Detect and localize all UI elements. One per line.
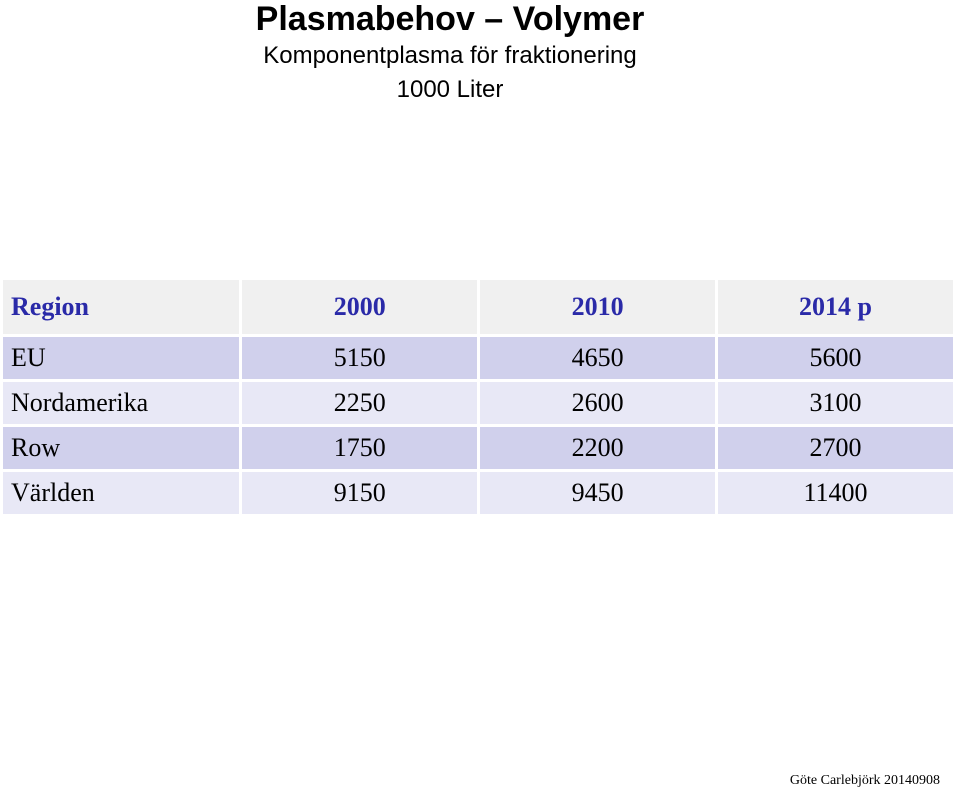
table-cell: 1750 <box>242 427 478 469</box>
table-cell: 9450 <box>480 472 715 514</box>
table-cell: 4650 <box>480 337 715 379</box>
table-cell: 5150 <box>242 337 478 379</box>
table-row: Nordamerika 2250 2600 3100 <box>3 382 953 424</box>
table-row: Världen 9150 9450 11400 <box>3 472 953 514</box>
table-cell: 3100 <box>717 382 953 424</box>
page-subtitle: Komponentplasma för fraktionering <box>263 42 637 69</box>
plasma-volume-table: Region 2000 2010 2014 p EU 5150 4650 560… <box>0 277 956 517</box>
column-header-2014p: 2014 p <box>717 280 953 334</box>
row-label: Nordamerika <box>3 382 240 424</box>
unit-label: 1000 Liter <box>396 76 504 103</box>
row-label: EU <box>3 337 240 379</box>
page-title: Plasmabehov – Volymer <box>255 0 645 38</box>
table-cell: 2250 <box>242 382 478 424</box>
table-row: EU 5150 4650 5600 <box>3 337 953 379</box>
table-row: Row 1750 2200 2700 <box>3 427 953 469</box>
table-cell: 2700 <box>717 427 953 469</box>
table-cell: 9150 <box>242 472 478 514</box>
column-header-2000: 2000 <box>242 280 478 334</box>
table-cell: 2600 <box>480 382 715 424</box>
column-header-region: Region <box>3 280 240 334</box>
row-label: Row <box>3 427 240 469</box>
table-cell: 11400 <box>717 472 953 514</box>
table-cell: 5600 <box>717 337 953 379</box>
table-cell: 2200 <box>480 427 715 469</box>
row-label: Världen <box>3 472 240 514</box>
author-credit: Göte Carlebjörk 20140908 <box>789 773 940 788</box>
column-header-2010: 2010 <box>480 280 715 334</box>
table-header-row: Region 2000 2010 2014 p <box>3 280 953 334</box>
